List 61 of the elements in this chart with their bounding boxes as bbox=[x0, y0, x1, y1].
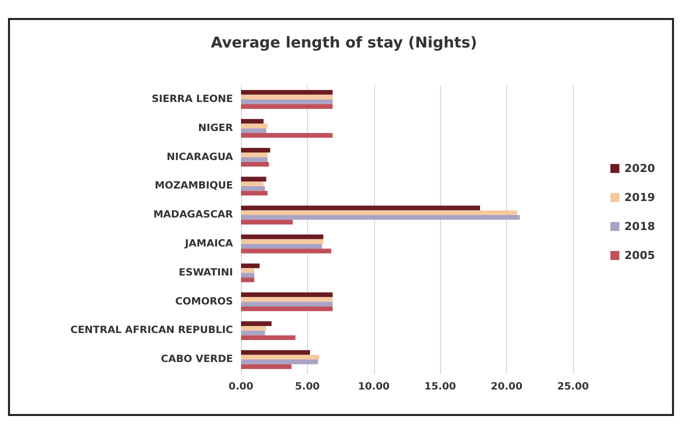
y-tick-label: SIERRA LEONE bbox=[152, 94, 234, 105]
bar bbox=[241, 215, 520, 220]
x-tick-label: 0.00 bbox=[228, 382, 254, 392]
bar bbox=[241, 133, 333, 138]
bar bbox=[241, 157, 268, 162]
bar bbox=[241, 210, 518, 216]
y-tick-label: NICARAGUA bbox=[166, 152, 234, 163]
bar bbox=[241, 321, 272, 326]
bar bbox=[241, 104, 333, 109]
bar bbox=[241, 118, 264, 124]
legend-label: 2020 bbox=[624, 162, 656, 175]
bar bbox=[241, 244, 322, 249]
bar bbox=[241, 326, 266, 331]
bar bbox=[241, 90, 333, 95]
bar bbox=[241, 181, 264, 186]
bar bbox=[241, 152, 268, 158]
bar bbox=[241, 148, 270, 153]
y-tick-label: CABO VERDE bbox=[160, 354, 234, 366]
x-tick-label: 10.00 bbox=[358, 382, 390, 392]
bar bbox=[241, 364, 292, 369]
bar bbox=[241, 292, 333, 298]
y-tick-label: CENTRAL AFRICAN REPUBLIC bbox=[70, 325, 233, 336]
bar bbox=[241, 263, 260, 268]
bar bbox=[241, 190, 268, 196]
bar bbox=[241, 99, 333, 104]
bar bbox=[241, 248, 332, 254]
y-tick-label: NIGER bbox=[198, 122, 234, 134]
bar bbox=[241, 239, 324, 244]
y-tick-label: ESWATINI bbox=[178, 267, 233, 278]
bar bbox=[241, 220, 293, 224]
bar bbox=[241, 330, 265, 336]
bar bbox=[241, 94, 333, 100]
y-tick-label: COMOROS bbox=[175, 296, 233, 308]
bar bbox=[241, 186, 265, 191]
bar bbox=[241, 268, 254, 273]
bar bbox=[241, 272, 254, 278]
y-tick-label: JAMAICA bbox=[184, 238, 234, 250]
x-tick-label: 20.00 bbox=[490, 382, 522, 392]
x-tick-label: 15.00 bbox=[424, 382, 456, 392]
legend-label: 2005 bbox=[624, 249, 656, 262]
bar bbox=[241, 350, 310, 355]
legend-label: 2018 bbox=[624, 220, 656, 233]
bar bbox=[241, 176, 266, 182]
bar bbox=[241, 335, 296, 340]
bar bbox=[241, 297, 333, 302]
bar bbox=[241, 360, 318, 364]
legend-label: 2019 bbox=[624, 191, 656, 204]
bar bbox=[241, 162, 269, 167]
bar bbox=[241, 302, 333, 306]
bar bbox=[241, 306, 333, 312]
chart-title: Average length of stay (Nights) bbox=[210, 34, 478, 52]
bar bbox=[241, 124, 268, 128]
x-tick-label: 25.00 bbox=[557, 382, 589, 392]
bar bbox=[241, 128, 266, 134]
bar bbox=[241, 206, 480, 210]
y-tick-label: MADAGASCAR bbox=[153, 210, 234, 221]
bar bbox=[241, 278, 254, 282]
x-tick-label: 5.00 bbox=[295, 382, 320, 392]
bar bbox=[241, 354, 320, 360]
y-tick-label: MOZAMBIQUE bbox=[154, 180, 234, 192]
bar bbox=[241, 234, 324, 240]
